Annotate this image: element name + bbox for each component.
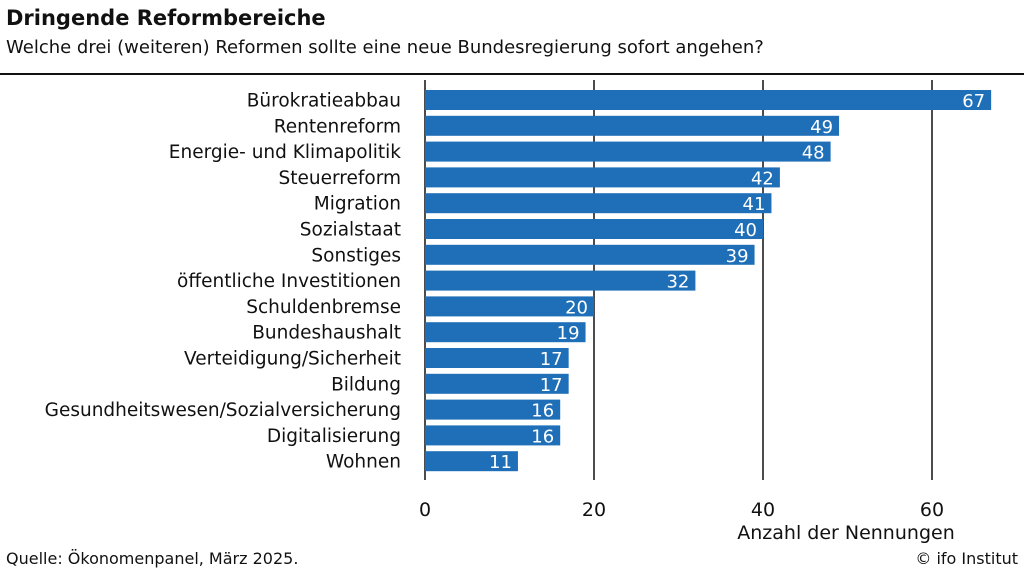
- bar: [425, 425, 561, 446]
- category-label: Schuldenbremse: [246, 297, 401, 318]
- category-label: Gesundheitswesen/Sozialversicherung: [45, 400, 401, 421]
- bar-value-label: 48: [802, 143, 825, 164]
- bar-value-label: 42: [751, 168, 774, 189]
- chart-title: Dringende Reformbereiche: [6, 6, 326, 30]
- bar-value-label: 49: [810, 117, 833, 138]
- bars: [425, 90, 992, 472]
- bar-value-label: 16: [531, 401, 554, 422]
- category-label: Bürokratieabbau: [247, 91, 401, 112]
- bar-value-label: 32: [666, 272, 689, 293]
- bar: [425, 244, 755, 265]
- x-tick-labels: 0 20 40 60: [419, 499, 944, 521]
- category-label: Sozialstaat: [300, 220, 401, 241]
- category-label: Rentenreform: [274, 116, 401, 137]
- bar: [425, 348, 569, 368]
- bar: [425, 167, 780, 188]
- header-divider: [0, 73, 1024, 75]
- bar: [425, 322, 586, 343]
- bar: [425, 141, 831, 162]
- category-label: Wohnen: [326, 452, 401, 473]
- bar-value-label: 19: [557, 323, 580, 344]
- bar: [425, 296, 594, 317]
- bar-value-label: 39: [726, 246, 749, 267]
- bar: [425, 219, 763, 239]
- bar-value-label: 17: [540, 375, 563, 396]
- x-axis-label: Anzahl der Nennungen: [737, 522, 954, 544]
- category-label: Digitalisierung: [267, 426, 401, 447]
- bar-value-label: 41: [743, 194, 766, 215]
- bar-value-label: 67: [962, 91, 985, 112]
- bar: [425, 451, 518, 472]
- source-note: Quelle: Ökonomenpanel, März 2025.: [6, 549, 299, 568]
- category-label: Migration: [314, 194, 401, 215]
- value-labels: 67 49 48 42 41 40 39 32 20 19 17 17 16 16 11: [489, 91, 985, 473]
- x-tick-label: 20: [582, 499, 606, 521]
- category-label: Energie- und Klimapolitik: [169, 142, 401, 163]
- bar: [425, 115, 840, 136]
- chart-subtitle: Welche drei (weiteren) Reformen sollte e…: [6, 37, 764, 58]
- category-label: öffentliche Investitionen: [177, 271, 401, 292]
- credit-note: © ifo Institut: [915, 549, 1018, 568]
- category-label: Verteidigung/Sicherheit: [184, 349, 401, 370]
- x-tick-label: 0: [419, 499, 431, 521]
- bar: [425, 399, 561, 420]
- category-label: Bildung: [331, 374, 401, 395]
- bar: [425, 373, 569, 394]
- bar-value-label: 11: [489, 452, 512, 473]
- category-label: Bundeshaushalt: [252, 323, 401, 344]
- category-label: Steuerreform: [279, 168, 401, 189]
- bar-value-label: 40: [734, 220, 757, 241]
- x-tick-label: 40: [751, 499, 775, 521]
- bar: [425, 270, 696, 291]
- bar: [425, 90, 992, 110]
- x-tick-label: 60: [920, 499, 944, 521]
- bar-value-label: 16: [531, 426, 554, 447]
- bar-value-label: 17: [540, 349, 563, 370]
- category-label: Sonstiges: [311, 245, 401, 266]
- category-labels: Bürokratieabbau Rentenreform Energie- und …: [45, 91, 402, 473]
- bar-value-label: 20: [565, 297, 588, 318]
- bar: [425, 193, 772, 214]
